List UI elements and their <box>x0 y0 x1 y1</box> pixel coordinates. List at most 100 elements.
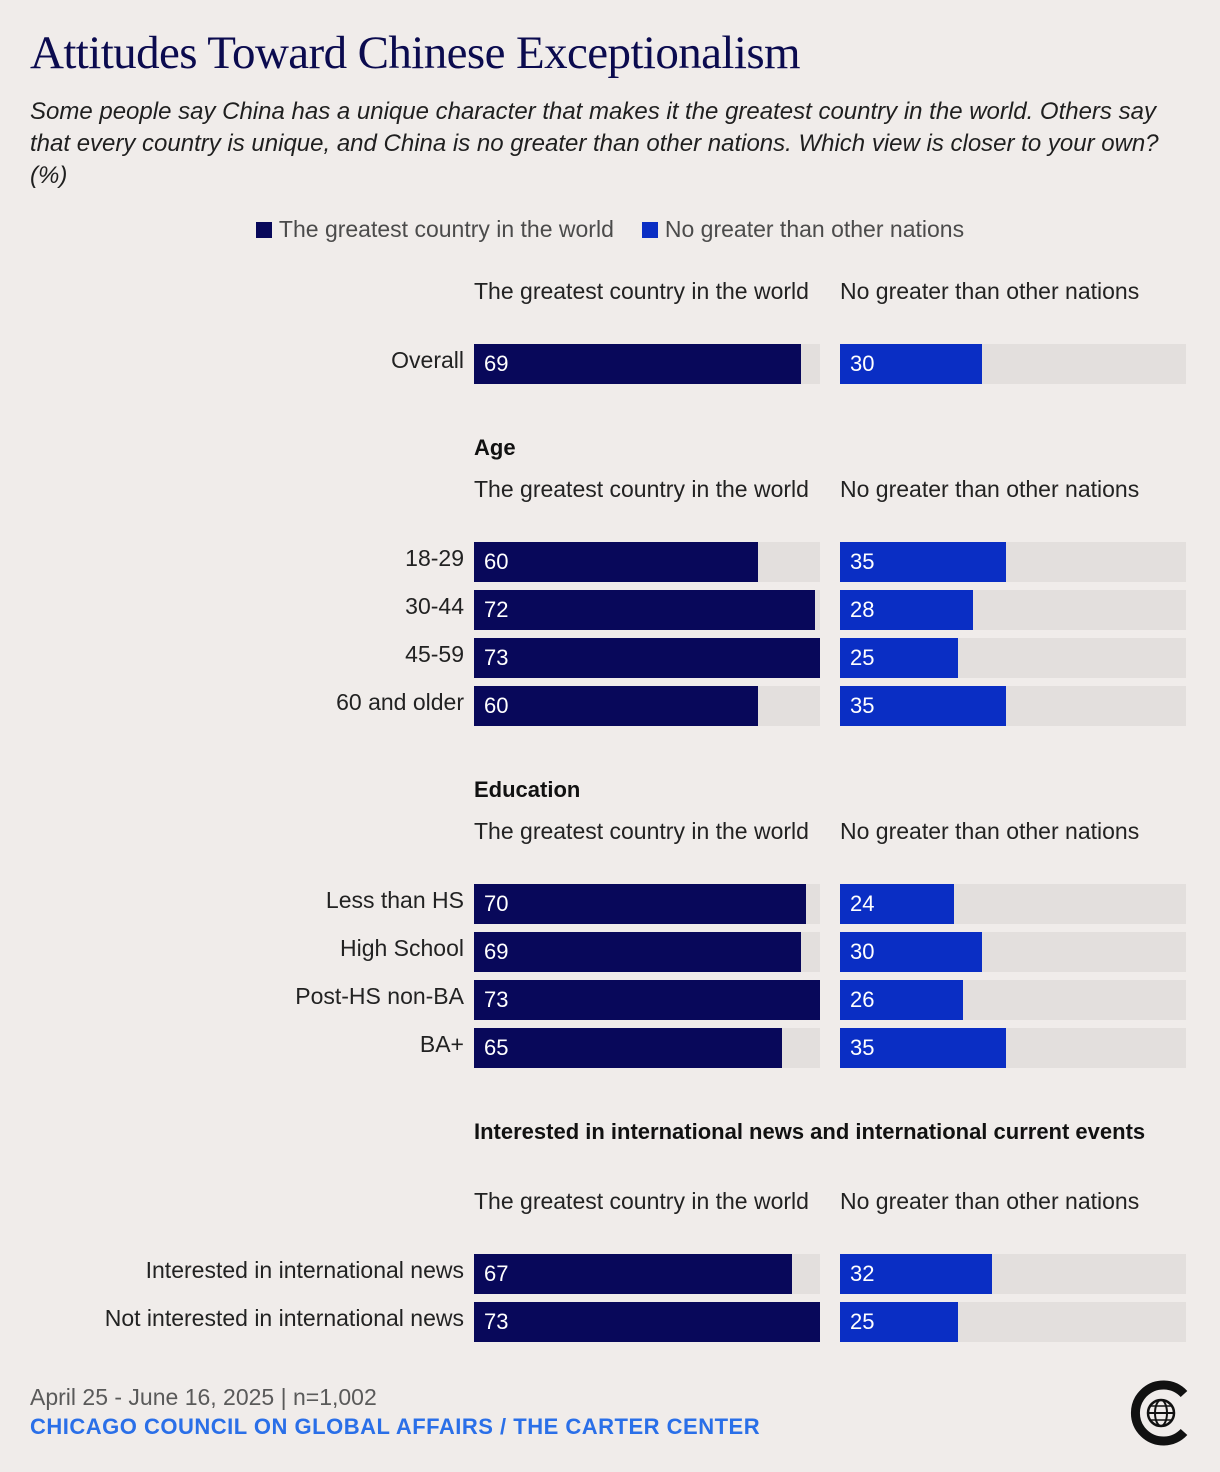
globe-c-logo-icon <box>1131 1380 1188 1446</box>
bar-value-label: 28 <box>850 597 875 622</box>
chart-subtitle: Some people say China has a unique chara… <box>30 98 1159 189</box>
row-label: Not interested in international news <box>104 1305 464 1331</box>
bar-no-greater <box>840 932 983 972</box>
bar-track: 24 <box>840 884 1186 924</box>
row-label: Less than HS <box>325 887 464 913</box>
bar-greatest <box>474 932 802 972</box>
bar-track: 25 <box>840 1302 1186 1342</box>
bar-value-label: 25 <box>850 1309 875 1334</box>
bar-value-label: 32 <box>850 1261 875 1286</box>
bar-value-label: 24 <box>850 891 875 916</box>
legend-item-no-greater: No greater than other nations <box>641 216 965 243</box>
bar-track: 35 <box>840 686 1186 726</box>
bar-value-label: 73 <box>484 1309 509 1334</box>
bar-track: 69 <box>474 344 820 384</box>
bar-value-label: 65 <box>484 1035 509 1060</box>
row-label: Interested in international news <box>145 1257 464 1283</box>
bar-track: 30 <box>840 344 1186 384</box>
bar-greatest <box>474 884 806 924</box>
bar-greatest <box>474 638 820 678</box>
bar-value-label: 60 <box>484 693 509 718</box>
bar-greatest <box>474 344 802 384</box>
bar-value-label: 30 <box>850 351 875 376</box>
bar-no-greater <box>840 542 1006 582</box>
bar-value-label: 73 <box>484 987 509 1012</box>
bar-track: 60 <box>474 542 820 582</box>
column-header-no-greater: No greater than other nations <box>840 818 1140 844</box>
bar-value-label: 35 <box>850 693 875 718</box>
bar-no-greater <box>840 638 959 678</box>
bar-value-label: 35 <box>850 1035 875 1060</box>
bar-no-greater <box>840 980 964 1020</box>
column-header-greatest: The greatest country in the world <box>474 1188 809 1214</box>
bar-track: 69 <box>474 932 820 972</box>
row-label: Post-HS non-BA <box>295 983 464 1009</box>
bar-no-greater <box>840 590 973 630</box>
row-label: Overall <box>391 347 464 373</box>
legend-item-greatest: The greatest country in the world <box>255 216 614 243</box>
bar-track: 73 <box>474 980 820 1020</box>
section-heading: Interested in international news and int… <box>474 1119 1146 1144</box>
bar-no-greater <box>840 1254 992 1294</box>
bar-no-greater <box>840 686 1006 726</box>
bar-greatest <box>474 686 759 726</box>
bar-track: 35 <box>840 542 1186 582</box>
bar-track: 35 <box>840 1028 1186 1068</box>
column-header-greatest: The greatest country in the world <box>474 476 809 502</box>
bar-track: 70 <box>474 884 820 924</box>
bar-track: 65 <box>474 1028 820 1068</box>
bar-value-label: 67 <box>484 1261 509 1286</box>
legend-swatch-no-greater <box>641 221 658 238</box>
bar-value-label: 72 <box>484 597 509 622</box>
bar-no-greater <box>840 1302 959 1342</box>
bar-track: 30 <box>840 932 1186 972</box>
column-header-greatest: The greatest country in the world <box>474 278 809 304</box>
column-header-no-greater: No greater than other nations <box>840 278 1140 304</box>
bar-track: 25 <box>840 638 1186 678</box>
row-label: High School <box>339 935 464 961</box>
legend-swatch-greatest <box>255 221 272 238</box>
bar-greatest <box>474 542 759 582</box>
legend-label-no-greater: No greater than other nations <box>664 216 965 242</box>
row-label: BA+ <box>419 1031 464 1057</box>
bar-value-label: 25 <box>850 645 875 670</box>
bar-no-greater <box>840 884 954 924</box>
row-label: 45-59 <box>405 641 464 667</box>
footer-date: April 25 - June 16, 2025 | n=1,002 <box>30 1384 377 1410</box>
bar-greatest <box>474 590 816 630</box>
column-header-no-greater: No greater than other nations <box>840 1188 1140 1214</box>
bar-value-label: 73 <box>484 645 509 670</box>
bar-track: 73 <box>474 1302 820 1342</box>
bar-track: 73 <box>474 638 820 678</box>
bar-track: 28 <box>840 590 1186 630</box>
bar-greatest <box>474 1254 792 1294</box>
bar-value-label: 30 <box>850 939 875 964</box>
chart-title: Attitudes Toward Chinese Exceptionalism <box>30 27 801 79</box>
row-label: 30-44 <box>405 593 464 619</box>
footer-source: CHICAGO COUNCIL ON GLOBAL AFFAIRS / THE … <box>30 1414 761 1439</box>
bar-no-greater <box>840 1028 1006 1068</box>
bar-value-label: 60 <box>484 549 509 574</box>
legend: The greatest country in the world No gre… <box>0 216 1220 243</box>
row-label: 18-29 <box>405 545 464 571</box>
bar-greatest <box>474 980 820 1020</box>
bar-greatest <box>474 1302 820 1342</box>
column-header-no-greater: No greater than other nations <box>840 476 1140 502</box>
legend-label-greatest: The greatest country in the world <box>278 216 614 242</box>
bar-no-greater <box>840 344 983 384</box>
bar-value-label: 35 <box>850 549 875 574</box>
bar-track: 67 <box>474 1254 820 1294</box>
bar-greatest <box>474 1028 783 1068</box>
row-label: 60 and older <box>336 689 464 715</box>
bar-value-label: 69 <box>484 351 509 376</box>
bar-track: 60 <box>474 686 820 726</box>
bar-value-label: 26 <box>850 987 875 1012</box>
bar-track: 72 <box>474 590 820 630</box>
section-heading: Age <box>474 435 516 460</box>
column-header-greatest: The greatest country in the world <box>474 818 809 844</box>
bar-value-label: 69 <box>484 939 509 964</box>
bar-track: 32 <box>840 1254 1186 1294</box>
bar-value-label: 70 <box>484 891 509 916</box>
section-heading: Education <box>474 777 581 802</box>
